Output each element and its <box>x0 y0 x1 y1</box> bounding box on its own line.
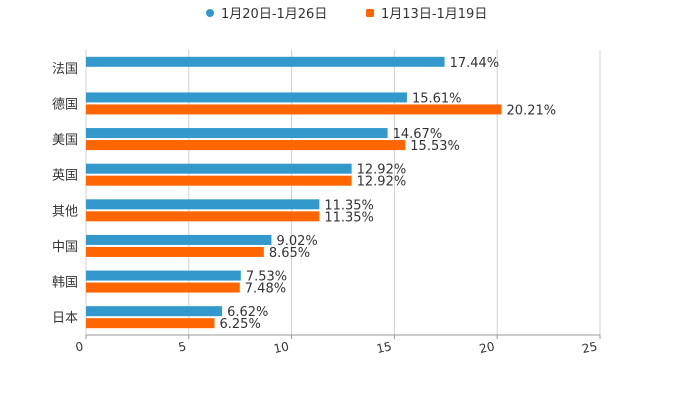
data-label: 17.44% <box>450 56 500 71</box>
legend-label: 1月13日-1月19日 <box>381 7 487 22</box>
bar-series-1 <box>86 199 320 210</box>
bar-series-1 <box>86 163 352 174</box>
legend-label: 1月20日-1月26日 <box>221 7 327 22</box>
data-label: 7.48% <box>245 282 286 297</box>
bar-series-1 <box>86 306 223 317</box>
x-tick-label: 5 <box>177 339 187 354</box>
y-category-label: 美国 <box>52 133 78 148</box>
x-tick-label: 10 <box>272 339 290 356</box>
y-category-label: 英国 <box>52 169 78 184</box>
data-label: 15.61% <box>412 91 462 106</box>
bar-series-2 <box>86 282 240 293</box>
data-label: 7.53% <box>246 270 287 285</box>
legend-marker-series-2 <box>366 9 374 17</box>
y-category-label: 其他 <box>52 204 78 219</box>
data-label: 6.62% <box>227 305 268 320</box>
bar-series-2 <box>86 246 264 257</box>
x-tick-label: 0 <box>74 339 84 354</box>
data-label: 12.92% <box>357 163 407 178</box>
data-label: 12.92% <box>357 175 407 190</box>
x-axis: 0 5 10 15 20 25 <box>74 334 601 356</box>
legend-marker-series-1 <box>206 9 214 17</box>
data-label: 6.25% <box>220 317 261 332</box>
bar-series-2 <box>86 318 215 329</box>
y-category-label: 中国 <box>52 240 78 255</box>
bar-series-2 <box>86 140 406 151</box>
x-tick-label: 15 <box>375 339 393 356</box>
x-tick-label: 20 <box>478 339 496 356</box>
data-label: 9.02% <box>276 234 317 249</box>
data-label: 20.21% <box>507 103 557 118</box>
bar-series-2 <box>86 211 320 222</box>
bar-series-1 <box>86 234 272 245</box>
bar-series-2 <box>86 175 352 186</box>
bar-series-1 <box>86 270 241 281</box>
bar-series-1 <box>86 92 407 103</box>
bar-series-2 <box>86 104 502 115</box>
bar-series-1 <box>86 56 445 67</box>
data-label: 11.35% <box>324 198 374 213</box>
y-category-label: 德国 <box>52 97 78 112</box>
y-category-label: 日本 <box>52 311 78 326</box>
data-label: 15.53% <box>410 139 460 154</box>
bar-series-1 <box>86 128 388 139</box>
y-category-label: 韩国 <box>52 276 78 291</box>
x-tick-label: 25 <box>581 339 599 356</box>
bars: 17.44%15.61%20.21%14.67%15.53%12.92%12.9… <box>86 56 556 332</box>
data-label: 8.65% <box>269 246 310 261</box>
data-label: 11.35% <box>324 210 374 225</box>
data-label: 14.67% <box>393 127 443 142</box>
y-category-label: 法国 <box>52 62 78 77</box>
legend: 1月20日-1月26日 1月13日-1月19日 <box>206 7 487 22</box>
